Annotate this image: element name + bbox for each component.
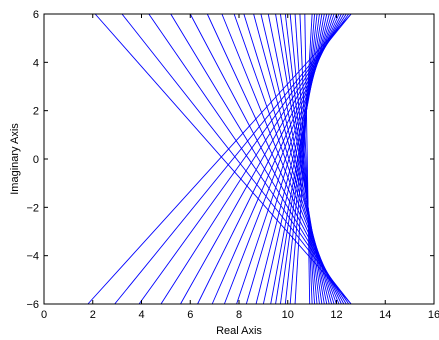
y-ticks-group: −6 −4 −2 0 2 4 6 [26,9,434,311]
x-tick-label: 4 [138,309,144,321]
y-tick-label: 2 [33,106,39,118]
locus-line-30 [255,13,330,305]
locus-line-33 [275,13,323,305]
y-tick-label: −6 [26,299,39,311]
plot-lines-group [87,13,352,305]
y-axis-label: Imaginary Axis [9,123,21,195]
locus-line-20 [87,13,352,305]
x-tick-label: 10 [282,309,294,321]
locus-line-32 [270,13,325,305]
locus-line-34 [279,13,320,305]
y-tick-label: −2 [26,202,39,214]
locus-line-31 [262,13,328,305]
x-tick-label: 0 [41,309,47,321]
locus-line-36 [289,13,316,305]
locus-line-35 [284,13,318,305]
locus-line-19 [304,13,311,305]
x-tick-label: 8 [236,309,242,321]
x-axis-label: Real Axis [216,325,262,337]
x-tick-label: 16 [428,309,439,321]
y-tick-label: 6 [33,9,39,21]
x-tick-label: 2 [90,309,96,321]
y-tick-label: 4 [33,57,39,69]
locus-line-18 [299,13,313,305]
locus-line-17 [294,13,316,305]
x-ticks-group: 0 2 4 6 8 10 12 14 16 [41,14,439,321]
x-tick-label: 12 [330,309,342,321]
x-tick-label: 14 [379,309,391,321]
locus-line-37 [294,13,313,305]
y-tick-label: 0 [33,154,39,166]
y-tick-label: −4 [26,251,39,263]
x-tick-label: 6 [187,309,193,321]
